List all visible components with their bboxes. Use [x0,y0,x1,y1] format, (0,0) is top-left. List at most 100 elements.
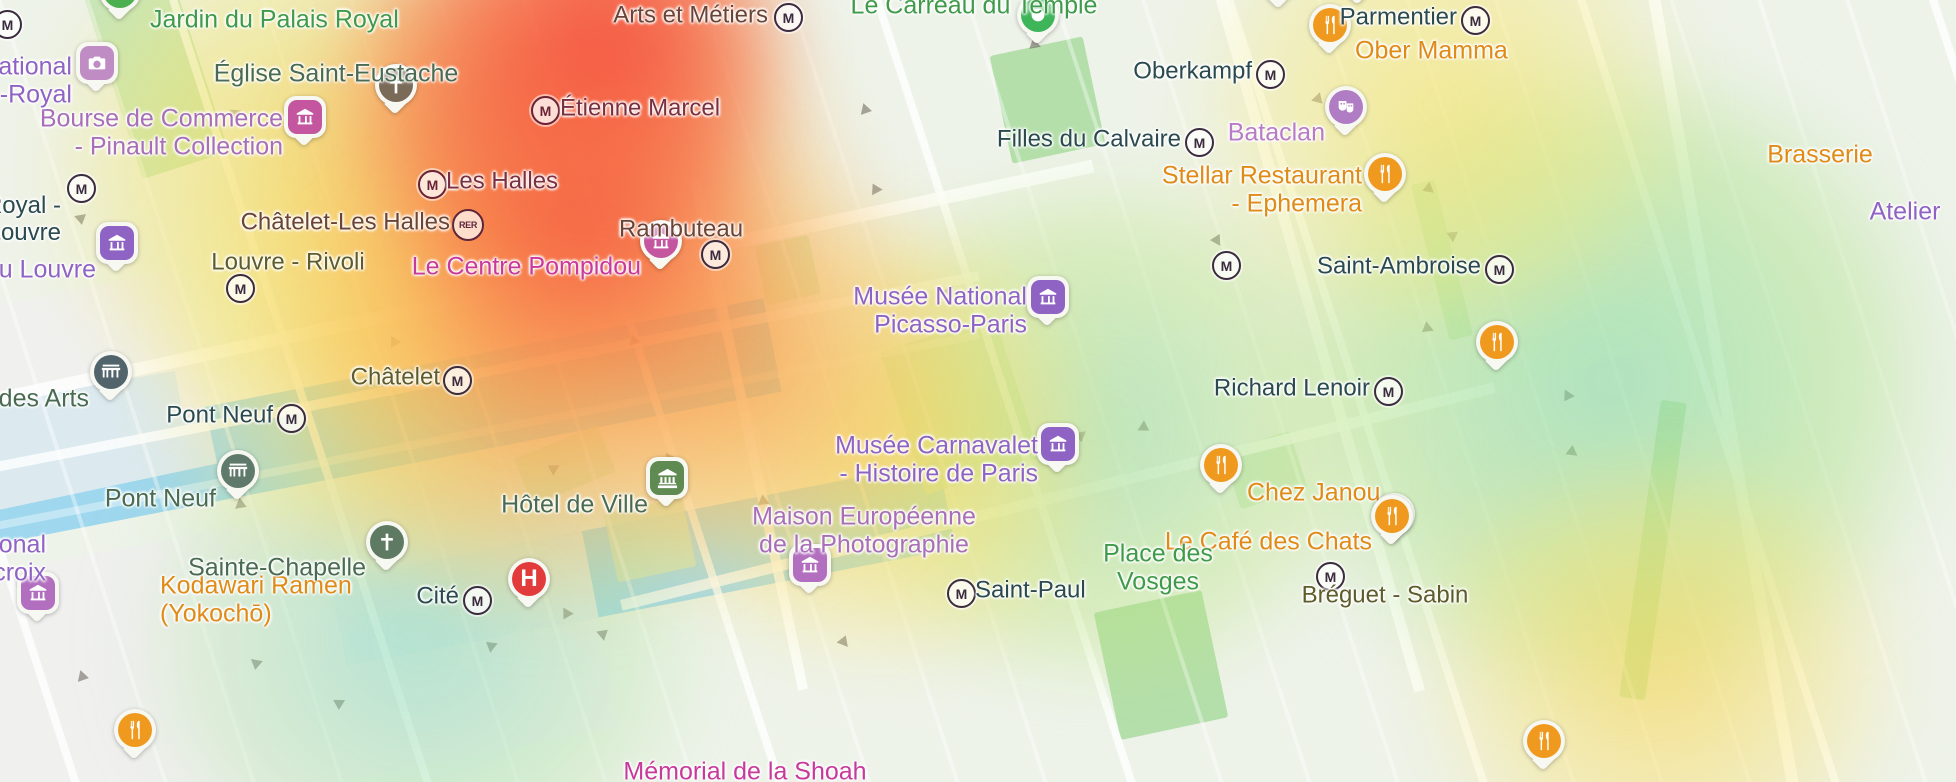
poi-label[interactable]: Chez Janou [1247,478,1381,507]
museum-icon [793,548,827,582]
metro-station-icon[interactable]: M [1212,251,1241,280]
poi-pin-museum[interactable] [284,96,326,148]
bridge-icon [94,355,128,389]
transit-station-label[interactable]: Arts et Métiers [613,1,768,29]
poi-label[interactable]: Le Carreau du Temple [850,0,1098,20]
cutlery-icon [1375,499,1409,533]
poi-pin-church[interactable] [366,521,408,573]
poi-pin-attraction[interactable] [640,220,682,272]
cutlery-icon [1527,724,1561,758]
poi-pin-museum[interactable] [17,572,59,624]
transit-station-label[interactable]: Bréguet - Sabin [1301,581,1469,609]
museum-icon [1031,280,1065,314]
metro-station-icon[interactable]: M [277,404,306,433]
museum-icon [1041,427,1075,461]
metro-station-icon[interactable]: M [947,579,976,608]
poi-label[interactable]: Église Saint-Eustache [213,59,459,88]
metro-station-icon[interactable]: M [531,96,560,125]
transit-station-label[interactable]: Châtelet [350,363,440,391]
poi-label[interactable]: Mémorial de la Shoah [623,757,867,782]
poi-pin-restaurant[interactable] [114,709,156,761]
poi-pin-museum[interactable] [1027,276,1069,328]
poi-pin-hospital[interactable]: H [508,558,550,610]
transit-station-label[interactable]: Oberkampf [1133,57,1252,85]
transit-station-label[interactable]: Cité [416,582,459,610]
poi-label[interactable]: Jardin du Palais Royal [150,5,399,34]
poi-label[interactable]: Nationals-Royal [0,52,72,108]
poi-pin-museum[interactable] [789,544,831,596]
transit-station-label[interactable]: Saint-Paul [975,576,1086,604]
poi-pin-restaurant[interactable] [1476,321,1518,373]
poi-pin-theatre[interactable] [1325,86,1367,138]
metro-station-icon[interactable]: M [1316,562,1345,591]
poi-pin-museum[interactable] [96,222,138,274]
metro-station-icon[interactable]: M [1256,60,1285,89]
poi-pin-restaurant[interactable] [1309,4,1351,56]
poi-label[interactable]: Place des Vosges [1103,539,1213,595]
poi-pin-restaurant[interactable] [1523,720,1565,772]
metro-station-icon[interactable]: M [67,174,96,203]
poi-pin-museum[interactable] [76,42,118,94]
poi-pin-bridge[interactable] [90,351,132,403]
transit-station-label[interactable]: Les Halles [446,167,559,195]
poi-pin-park[interactable] [1017,0,1059,46]
transit-station-label[interactable]: Pont Neuf [166,401,273,429]
poi-label[interactable]: du Louvre [0,255,96,284]
poi-label[interactable]: Bataclan [1227,118,1325,147]
poi-pin-bridge[interactable] [217,450,259,502]
metro-station-icon[interactable]: M [443,366,472,395]
poi-label[interactable]: Brasserie [1767,140,1873,169]
transit-station-label[interactable]: Filles du Calvaire [996,125,1181,153]
metro-station-icon[interactable]: M [774,3,803,32]
museum-icon [288,100,322,134]
bridge-icon [221,454,255,488]
poi-label[interactable]: Le Café des Chats [1164,527,1372,556]
one-way-arrow-icon [332,699,346,711]
transit-station-label[interactable]: Châtelet-Les Halles [240,208,450,236]
poi-label[interactable]: Stellar Restaurant - Ephemera [1161,161,1362,217]
theatre-icon [1329,90,1363,124]
poi-label[interactable]: Atelier [1869,197,1941,226]
metro-station-icon[interactable]: M [226,274,255,303]
transit-station-label[interactable]: Saint-Ambroise [1316,252,1481,280]
poi-pin-park[interactable] [99,0,141,22]
metro-station-icon[interactable]: M [1485,255,1514,284]
poi-pin-church[interactable] [375,64,417,116]
metro-station-icon[interactable]: M [0,10,22,39]
poi-label[interactable]: Hôtel de Ville [501,490,648,519]
museum-icon [21,576,55,610]
poi-label[interactable]: Sainte-Chapelle [188,553,366,582]
rer-station-icon[interactable]: RER [452,209,484,241]
metro-station-icon[interactable]: M [1374,377,1403,406]
poi-label[interactable]: Kodawari Ramen (Yokochō) [160,571,352,627]
transit-station-label[interactable]: Rambuteau [618,215,744,243]
poi-label[interactable]: Bourse de Commerce - Pinault Collection [39,104,283,160]
poi-pin-landmark[interactable] [646,457,688,509]
poi-label[interactable]: Musée National Picasso-Paris [853,282,1027,338]
metro-station-icon[interactable]: M [1461,6,1490,35]
transit-station-label[interactable]: Louvre - Rivoli [211,248,365,276]
metro-station-icon[interactable]: M [463,586,492,615]
poi-label[interactable]: nationalDelacroix [0,530,46,586]
poi-pin-restaurant[interactable] [1258,0,1300,10]
transit-station-label[interactable]: Richard Lenoir [1213,374,1370,402]
poi-pin-restaurant[interactable] [1364,153,1406,205]
poi-label[interactable]: Musée Carnavalet - Histoire de Paris [835,431,1038,487]
poi-label[interactable]: Ober Mamma [1355,36,1508,65]
poi-pin-museum[interactable] [1037,423,1079,475]
metro-station-icon[interactable]: M [1185,128,1214,157]
poi-label[interactable]: Le Centre Pompidou [411,252,641,281]
poi-label[interactable]: Maison Européenne de la Photographie [752,502,976,558]
one-way-arrow-icon [1209,233,1221,247]
cutlery-icon [1480,325,1514,359]
poi-label[interactable]: des Arts [0,384,89,413]
transit-station-label[interactable]: Parmentier [1339,3,1457,31]
metro-station-icon[interactable]: M [701,240,730,269]
poi-label[interactable]: Pont Neuf [104,484,216,513]
metro-station-icon[interactable]: M [418,170,447,199]
poi-pin-restaurant[interactable] [1371,495,1413,547]
transit-station-label[interactable]: Palais Royal -Musée du Louvre [0,192,61,246]
transit-station-label[interactable]: Étienne Marcel [560,94,721,122]
poi-pin-restaurant[interactable] [1200,444,1242,496]
